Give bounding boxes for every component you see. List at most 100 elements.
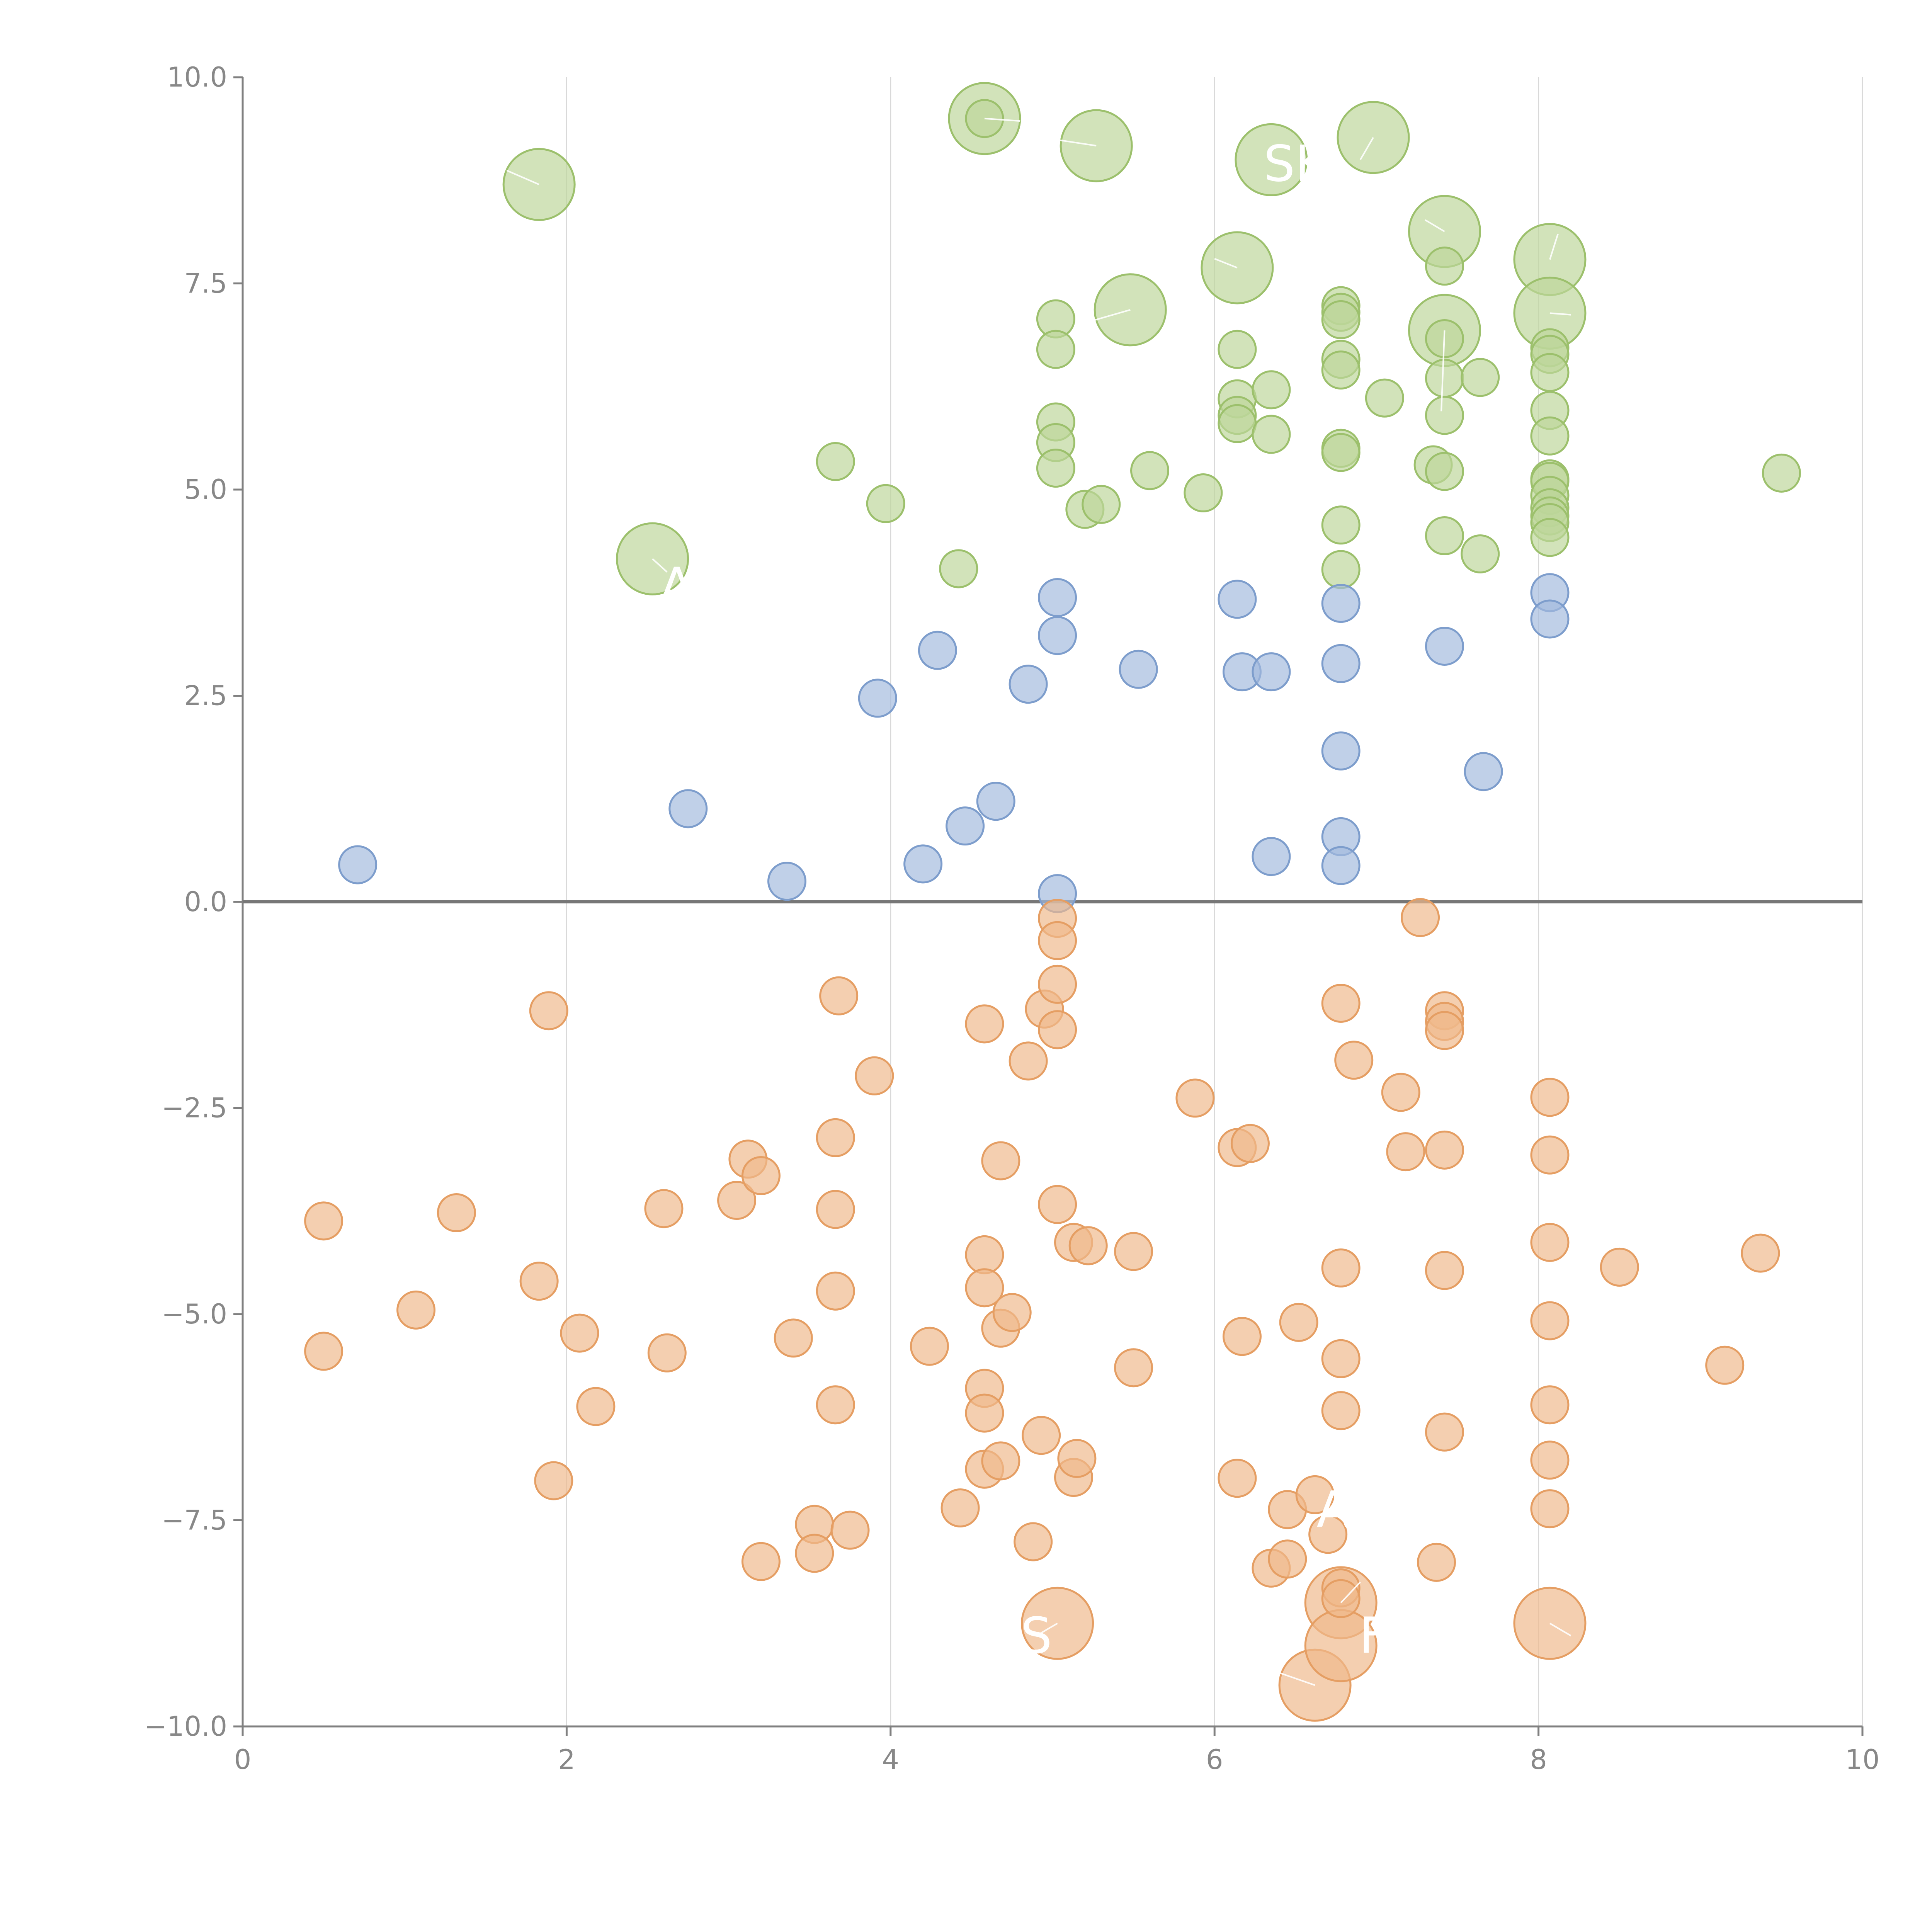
orange-point xyxy=(816,1118,855,1157)
green-point xyxy=(502,148,576,221)
y-tick-label: 0.0 xyxy=(184,886,227,918)
blue-point xyxy=(1038,578,1077,617)
green-point xyxy=(1530,416,1570,456)
orange-point xyxy=(1038,921,1077,960)
orange-point xyxy=(1530,1489,1570,1529)
blue-point xyxy=(1321,644,1361,683)
point-annotation: SK xyxy=(1264,135,1328,193)
orange-point xyxy=(1741,1233,1780,1273)
orange-point xyxy=(519,1262,559,1301)
green-point xyxy=(1184,473,1223,513)
y-tick-label: −2.5 xyxy=(162,1092,227,1124)
orange-point xyxy=(1308,1515,1348,1554)
green-point xyxy=(1218,404,1257,443)
blue-point xyxy=(1119,650,1158,689)
orange-point xyxy=(1057,1439,1097,1478)
orange-point xyxy=(741,1156,781,1195)
green-point xyxy=(1321,550,1361,589)
label-leader-line xyxy=(1036,1622,1058,1636)
label-leader-line xyxy=(984,117,1020,122)
orange-point xyxy=(1321,1248,1361,1287)
orange-point xyxy=(1230,1124,1270,1163)
y-tick-label: 7.5 xyxy=(184,268,227,299)
blue-point xyxy=(1252,837,1291,876)
orange-point xyxy=(1114,1348,1153,1388)
point-annotation: F xyxy=(1359,1607,1388,1665)
label-leader-line xyxy=(1214,258,1238,269)
blue-point xyxy=(1218,580,1257,619)
orange-point xyxy=(965,1268,1004,1308)
green-point xyxy=(1425,247,1464,286)
orange-point xyxy=(1530,1385,1570,1425)
blue-point xyxy=(668,789,708,828)
label-leader-line xyxy=(1549,312,1571,316)
label-leader-line xyxy=(1425,219,1445,232)
orange-point xyxy=(1321,1339,1361,1378)
orange-point xyxy=(1295,1475,1335,1514)
green-point xyxy=(1218,330,1257,369)
y-tick-label: 2.5 xyxy=(184,680,227,712)
blue-point xyxy=(338,845,378,884)
y-tick-label: −5.0 xyxy=(162,1298,227,1330)
orange-point xyxy=(534,1461,573,1500)
green-point xyxy=(1530,518,1570,557)
green-point xyxy=(1461,358,1500,397)
x-tick-label: 0 xyxy=(234,1744,252,1776)
orange-point xyxy=(1381,1073,1420,1112)
orange-point xyxy=(1014,1522,1053,1561)
blue-point xyxy=(1321,731,1361,770)
orange-point xyxy=(576,1387,616,1426)
orange-point xyxy=(304,1332,344,1371)
orange-point xyxy=(1038,1010,1077,1049)
label-leaders xyxy=(506,117,1571,1686)
label-leader-line xyxy=(1279,1672,1315,1686)
orange-point xyxy=(1530,1078,1570,1117)
green-point xyxy=(1082,485,1121,524)
blue-point xyxy=(1321,846,1361,885)
orange-point xyxy=(1530,1301,1570,1340)
orange-point xyxy=(1175,1078,1215,1118)
green-point xyxy=(1252,370,1291,410)
blue-point xyxy=(1425,626,1464,666)
orange-point xyxy=(855,1056,894,1095)
orange-point xyxy=(1425,1011,1464,1050)
y-tick-label: 10.0 xyxy=(167,61,227,93)
orange-point xyxy=(940,1488,980,1527)
green-point xyxy=(1130,451,1170,490)
label-leader-line xyxy=(1549,1622,1571,1636)
orange-point xyxy=(1425,1251,1464,1290)
blue-point xyxy=(1252,652,1291,692)
orange-point xyxy=(1218,1459,1257,1498)
orange-point xyxy=(396,1290,436,1330)
orange-point xyxy=(816,1190,855,1229)
x-tick-label: 4 xyxy=(882,1744,900,1776)
orange-point xyxy=(1530,1223,1570,1262)
green-point xyxy=(1425,452,1464,491)
x-tick-label: 6 xyxy=(1206,1744,1223,1776)
orange-point xyxy=(304,1201,344,1241)
label-leader-line xyxy=(1549,233,1559,260)
green-point xyxy=(1425,516,1464,556)
blue-point xyxy=(918,631,957,670)
label-leader-line xyxy=(1093,309,1131,321)
orange-point xyxy=(1009,1041,1048,1081)
x-tick-label: 8 xyxy=(1530,1744,1547,1776)
orange-point xyxy=(1268,1539,1307,1579)
orange-point xyxy=(830,1510,870,1550)
data-points xyxy=(304,82,1801,1722)
orange-point xyxy=(1386,1132,1425,1172)
label-leader-line xyxy=(652,558,668,573)
blue-point xyxy=(946,806,985,846)
blue-point xyxy=(1038,616,1077,655)
point-labels: SK A AL F S xyxy=(660,135,1388,1665)
orange-point xyxy=(1600,1247,1639,1287)
orange-point xyxy=(1705,1345,1745,1385)
blue-point xyxy=(1321,583,1361,623)
point-annotation: AL xyxy=(1317,1481,1378,1539)
blue-point xyxy=(1464,752,1503,791)
orange-point xyxy=(965,1235,1004,1274)
orange-point xyxy=(1279,1303,1318,1342)
green-point xyxy=(1321,505,1361,545)
orange-point xyxy=(529,991,568,1031)
